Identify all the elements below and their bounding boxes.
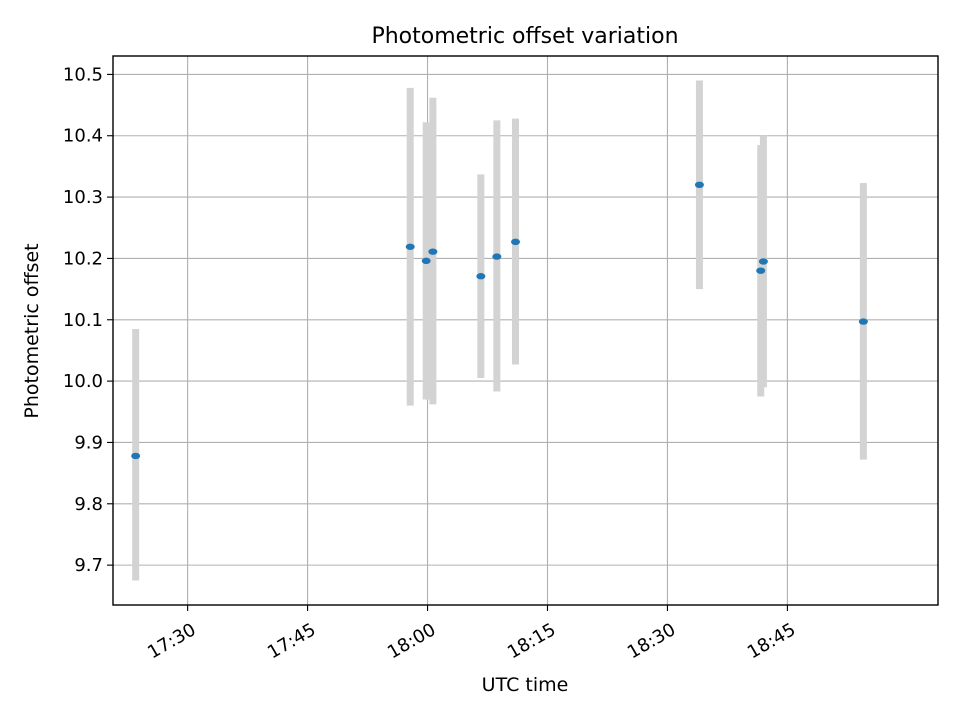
y-tick-label: 10.5: [63, 64, 103, 85]
data-point: [476, 273, 486, 280]
data-point: [428, 248, 438, 255]
data-point: [131, 452, 141, 460]
data-point: [758, 258, 768, 265]
y-tick-label: 9.9: [74, 432, 103, 453]
x-axis-label: UTC time: [482, 674, 569, 696]
y-tick-label: 10.3: [63, 187, 103, 208]
y-tick-label: 10.0: [63, 371, 103, 392]
data-point: [694, 181, 704, 189]
data-point: [858, 318, 868, 325]
y-axis: 9.7 9.8 9.9 10.0 10.1 10.2 10.3 10.4 10.5: [63, 64, 113, 576]
plot-frame: [112, 55, 939, 606]
y-axis-label: Photometric offset: [21, 243, 43, 418]
data-point: [511, 238, 521, 246]
data-point: [421, 257, 431, 265]
chart-title: Photometric offset variation: [371, 24, 678, 49]
data-point: [405, 243, 415, 250]
data-point: [492, 253, 502, 260]
data-points: [131, 181, 868, 460]
y-tick-label: 9.8: [74, 494, 103, 515]
y-tick-label: 9.7: [74, 555, 103, 576]
y-tick-label: 10.4: [63, 126, 103, 147]
data-point: [756, 267, 766, 274]
y-tick-label: 10.1: [63, 310, 103, 331]
y-tick-label: 10.2: [63, 248, 103, 269]
